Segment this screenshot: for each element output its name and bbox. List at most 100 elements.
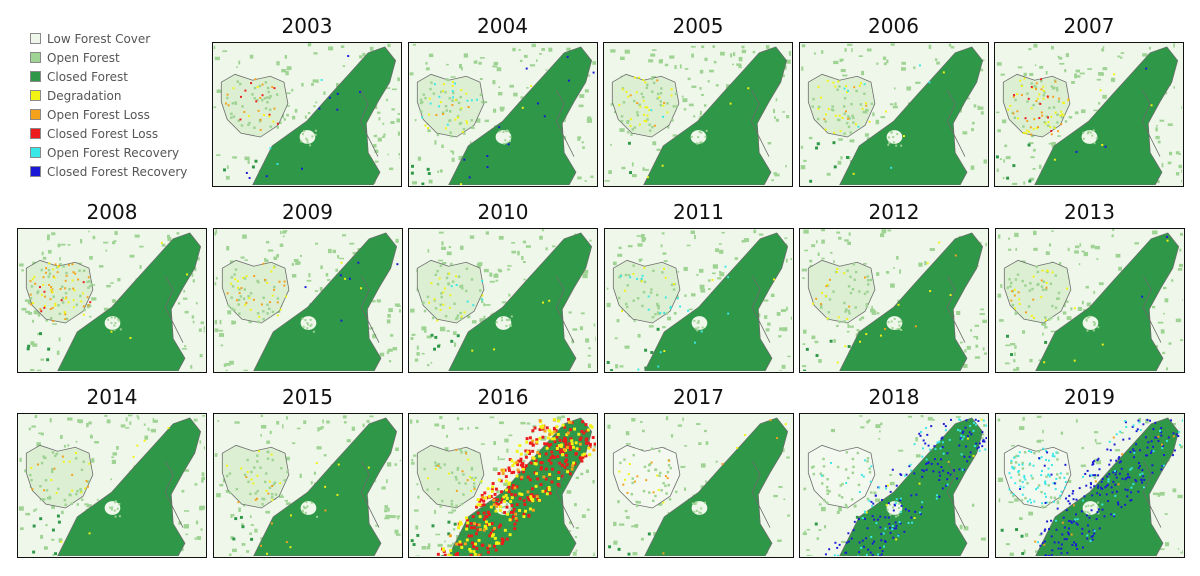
change-pixel (518, 497, 522, 501)
clearing-open-patch (889, 513, 892, 516)
west-open-forest (666, 483, 670, 487)
change-pixel (517, 470, 521, 474)
change-pixel (1050, 473, 1052, 476)
open-forest-patch (681, 417, 684, 422)
clearing-open-patch (1093, 142, 1096, 145)
change-pixel (543, 442, 547, 446)
change-pixel (1047, 554, 1050, 556)
west-open-forest (256, 312, 259, 315)
open-forest-patch (417, 156, 421, 161)
west-open-forest (37, 314, 41, 317)
open-forest-patch (899, 269, 902, 274)
change-pixel (521, 106, 524, 109)
open-forest-patch (998, 319, 1004, 322)
open-forest-patch (1093, 458, 1097, 463)
clearing-open-patch (510, 507, 513, 510)
change-pixel (1042, 89, 1045, 92)
change-pixel (582, 452, 586, 456)
change-pixel (448, 306, 451, 309)
change-pixel (831, 81, 834, 84)
change-pixel (525, 437, 529, 441)
west-open-forest (1050, 85, 1054, 88)
change-pixel (845, 551, 848, 554)
change-pixel (423, 124, 426, 127)
change-pixel (1107, 463, 1110, 466)
change-pixel (57, 265, 60, 268)
open-forest-patch (284, 499, 288, 502)
west-park-area (1003, 444, 1071, 509)
open-forest-patch (460, 67, 463, 71)
change-pixel (491, 533, 495, 537)
change-pixel (74, 272, 77, 275)
west-open-forest (1052, 87, 1055, 90)
change-pixel (1094, 480, 1097, 483)
open-forest-patch (1005, 543, 1010, 546)
change-pixel (1089, 482, 1092, 485)
change-pixel (472, 545, 475, 549)
west-open-forest (459, 317, 463, 320)
open-forest-patch (616, 500, 620, 504)
change-pixel (578, 438, 582, 442)
open-forest-patch (184, 469, 190, 472)
change-pixel (879, 334, 882, 337)
change-pixel (664, 475, 667, 478)
change-pixel (500, 468, 504, 472)
forest-change-map (798, 42, 989, 187)
change-pixel (871, 515, 874, 518)
change-pixel (1066, 500, 1069, 503)
change-pixel (863, 83, 866, 86)
clearing-open-patch (506, 130, 509, 133)
west-open-forest (462, 493, 465, 496)
west-open-forest (655, 302, 658, 306)
open-forest-patch (395, 533, 401, 536)
change-pixel (559, 444, 563, 448)
west-open-forest (51, 468, 54, 471)
west-open-forest (826, 501, 829, 505)
open-forest-patch (804, 530, 806, 534)
open-forest-patch (90, 434, 93, 437)
west-open-forest (869, 278, 873, 282)
open-forest-patch (1168, 151, 1173, 156)
open-forest-patch (777, 335, 781, 338)
change-pixel (471, 515, 475, 519)
open-forest-patch (492, 312, 495, 315)
open-forest-patch (811, 335, 816, 340)
change-pixel (1134, 480, 1137, 483)
map-svg (800, 414, 987, 556)
west-open-forest (450, 503, 454, 506)
change-pixel (82, 292, 85, 295)
west-open-forest (419, 110, 423, 113)
change-pixel (64, 287, 67, 290)
closed-forest-patch (833, 165, 837, 169)
west-open-forest (1055, 86, 1059, 90)
west-open-forest (812, 472, 816, 476)
change-pixel (1038, 544, 1041, 547)
closed-forest-patch (32, 524, 36, 528)
west-open-forest (630, 492, 633, 496)
open-forest-patch (44, 546, 49, 550)
open-forest-patch (106, 284, 111, 288)
change-pixel (658, 96, 661, 99)
west-open-forest (76, 489, 79, 493)
open-forest-patch (150, 428, 156, 433)
change-pixel (905, 473, 908, 476)
change-pixel (1042, 85, 1045, 88)
west-open-forest (266, 457, 269, 460)
map-svg (213, 414, 401, 556)
change-pixel (1124, 478, 1127, 481)
change-pixel (1171, 454, 1174, 457)
closed-forest-patch (609, 369, 613, 371)
change-pixel (1058, 97, 1061, 100)
change-pixel (910, 469, 913, 472)
change-pixel (636, 102, 639, 105)
open-forest-patch (556, 416, 562, 421)
change-pixel (1037, 457, 1040, 460)
open-forest-patch (1095, 442, 1101, 445)
clearing-open-patch (314, 129, 317, 132)
open-forest-patch (532, 425, 537, 428)
change-pixel (557, 470, 561, 474)
open-forest-patch (440, 144, 444, 148)
open-forest-patch (225, 369, 228, 371)
open-forest-patch (1023, 72, 1027, 77)
open-forest-patch (785, 164, 787, 168)
